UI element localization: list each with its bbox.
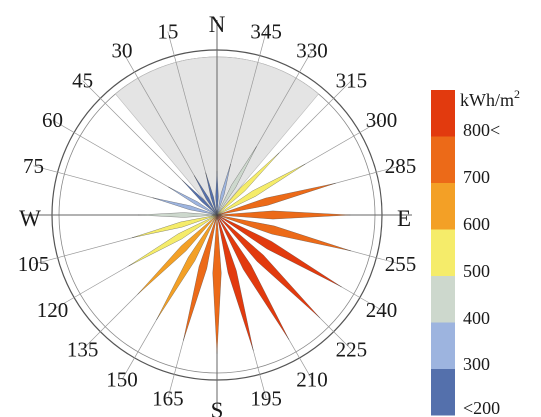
angle-label-285: 285 — [385, 154, 417, 178]
legend-label-0: 800< — [463, 120, 500, 140]
angle-label-225: 225 — [336, 337, 368, 361]
angle-label-240: 240 — [366, 298, 398, 322]
angle-label-15: 15 — [157, 19, 178, 43]
petal-165 — [216, 214, 254, 351]
petal-315 — [182, 180, 218, 216]
petal-30 — [216, 146, 257, 216]
petal-255 — [132, 214, 218, 238]
petal-45 — [216, 152, 280, 216]
petal-180 — [212, 214, 222, 354]
angle-label-60: 60 — [42, 108, 63, 132]
petal-75 — [216, 182, 336, 216]
legend-bin-4 — [431, 276, 455, 323]
legend-bin-5 — [431, 322, 455, 369]
radiation-petals — [128, 146, 352, 354]
petal-210 — [156, 214, 218, 321]
petal-225 — [137, 214, 218, 295]
angle-labels: 15 30 45 60 75 105 120 135 150 165 195 210 225 240 255… — [18, 19, 417, 410]
legend-label-4: 400 — [463, 308, 490, 328]
north-label: N — [209, 12, 226, 37]
angle-label-330: 330 — [296, 38, 328, 62]
petal-270 — [137, 212, 218, 218]
angle-label-345: 345 — [250, 19, 282, 43]
petal-345 — [205, 172, 218, 216]
legend-label-6: <200 — [463, 398, 500, 417]
angle-label-315: 315 — [336, 69, 368, 93]
legend-bin-0 — [431, 90, 455, 137]
legend-bin-2 — [431, 183, 455, 230]
legend-bin-1 — [431, 136, 455, 183]
angle-label-135: 135 — [67, 337, 99, 361]
legend-label-5: 300 — [463, 354, 490, 374]
angle-label-120: 120 — [37, 298, 69, 322]
legend-label-2: 600 — [463, 214, 490, 234]
petal-60 — [216, 163, 306, 216]
angle-label-300: 300 — [366, 108, 398, 132]
legend-bin-3 — [431, 229, 455, 276]
angle-label-195: 195 — [250, 387, 282, 411]
petal-15 — [216, 164, 231, 216]
angle-label-165: 165 — [152, 387, 184, 411]
angle-label-210: 210 — [296, 368, 328, 392]
angle-label-30: 30 — [112, 38, 133, 62]
angle-label-150: 150 — [106, 368, 138, 392]
petal-150 — [216, 214, 290, 340]
legend-unit: kWh/m2 — [460, 87, 520, 110]
angle-label-105: 105 — [18, 252, 50, 276]
east-label: E — [397, 206, 411, 231]
angle-label-75: 75 — [23, 154, 44, 178]
color-legend: kWh/m2 800< 700 600 500 400 300 <200 — [431, 87, 520, 417]
petal-300 — [168, 186, 218, 216]
petal-90 — [216, 210, 351, 220]
angle-label-255: 255 — [385, 252, 417, 276]
petal-120 — [216, 214, 342, 288]
petal-105 — [216, 214, 352, 252]
south-label: S — [211, 398, 224, 417]
legend-bin-6 — [431, 369, 455, 416]
west-label: W — [19, 206, 41, 231]
petal-240 — [128, 214, 218, 267]
petal-195 — [183, 214, 218, 341]
legend-label-1: 700 — [463, 167, 490, 187]
angle-label-45: 45 — [72, 69, 93, 93]
petal-285 — [152, 197, 218, 216]
petal-0 — [215, 171, 219, 216]
petal-330 — [193, 175, 218, 216]
legend-label-3: 500 — [463, 261, 490, 281]
petal-135 — [216, 214, 321, 319]
